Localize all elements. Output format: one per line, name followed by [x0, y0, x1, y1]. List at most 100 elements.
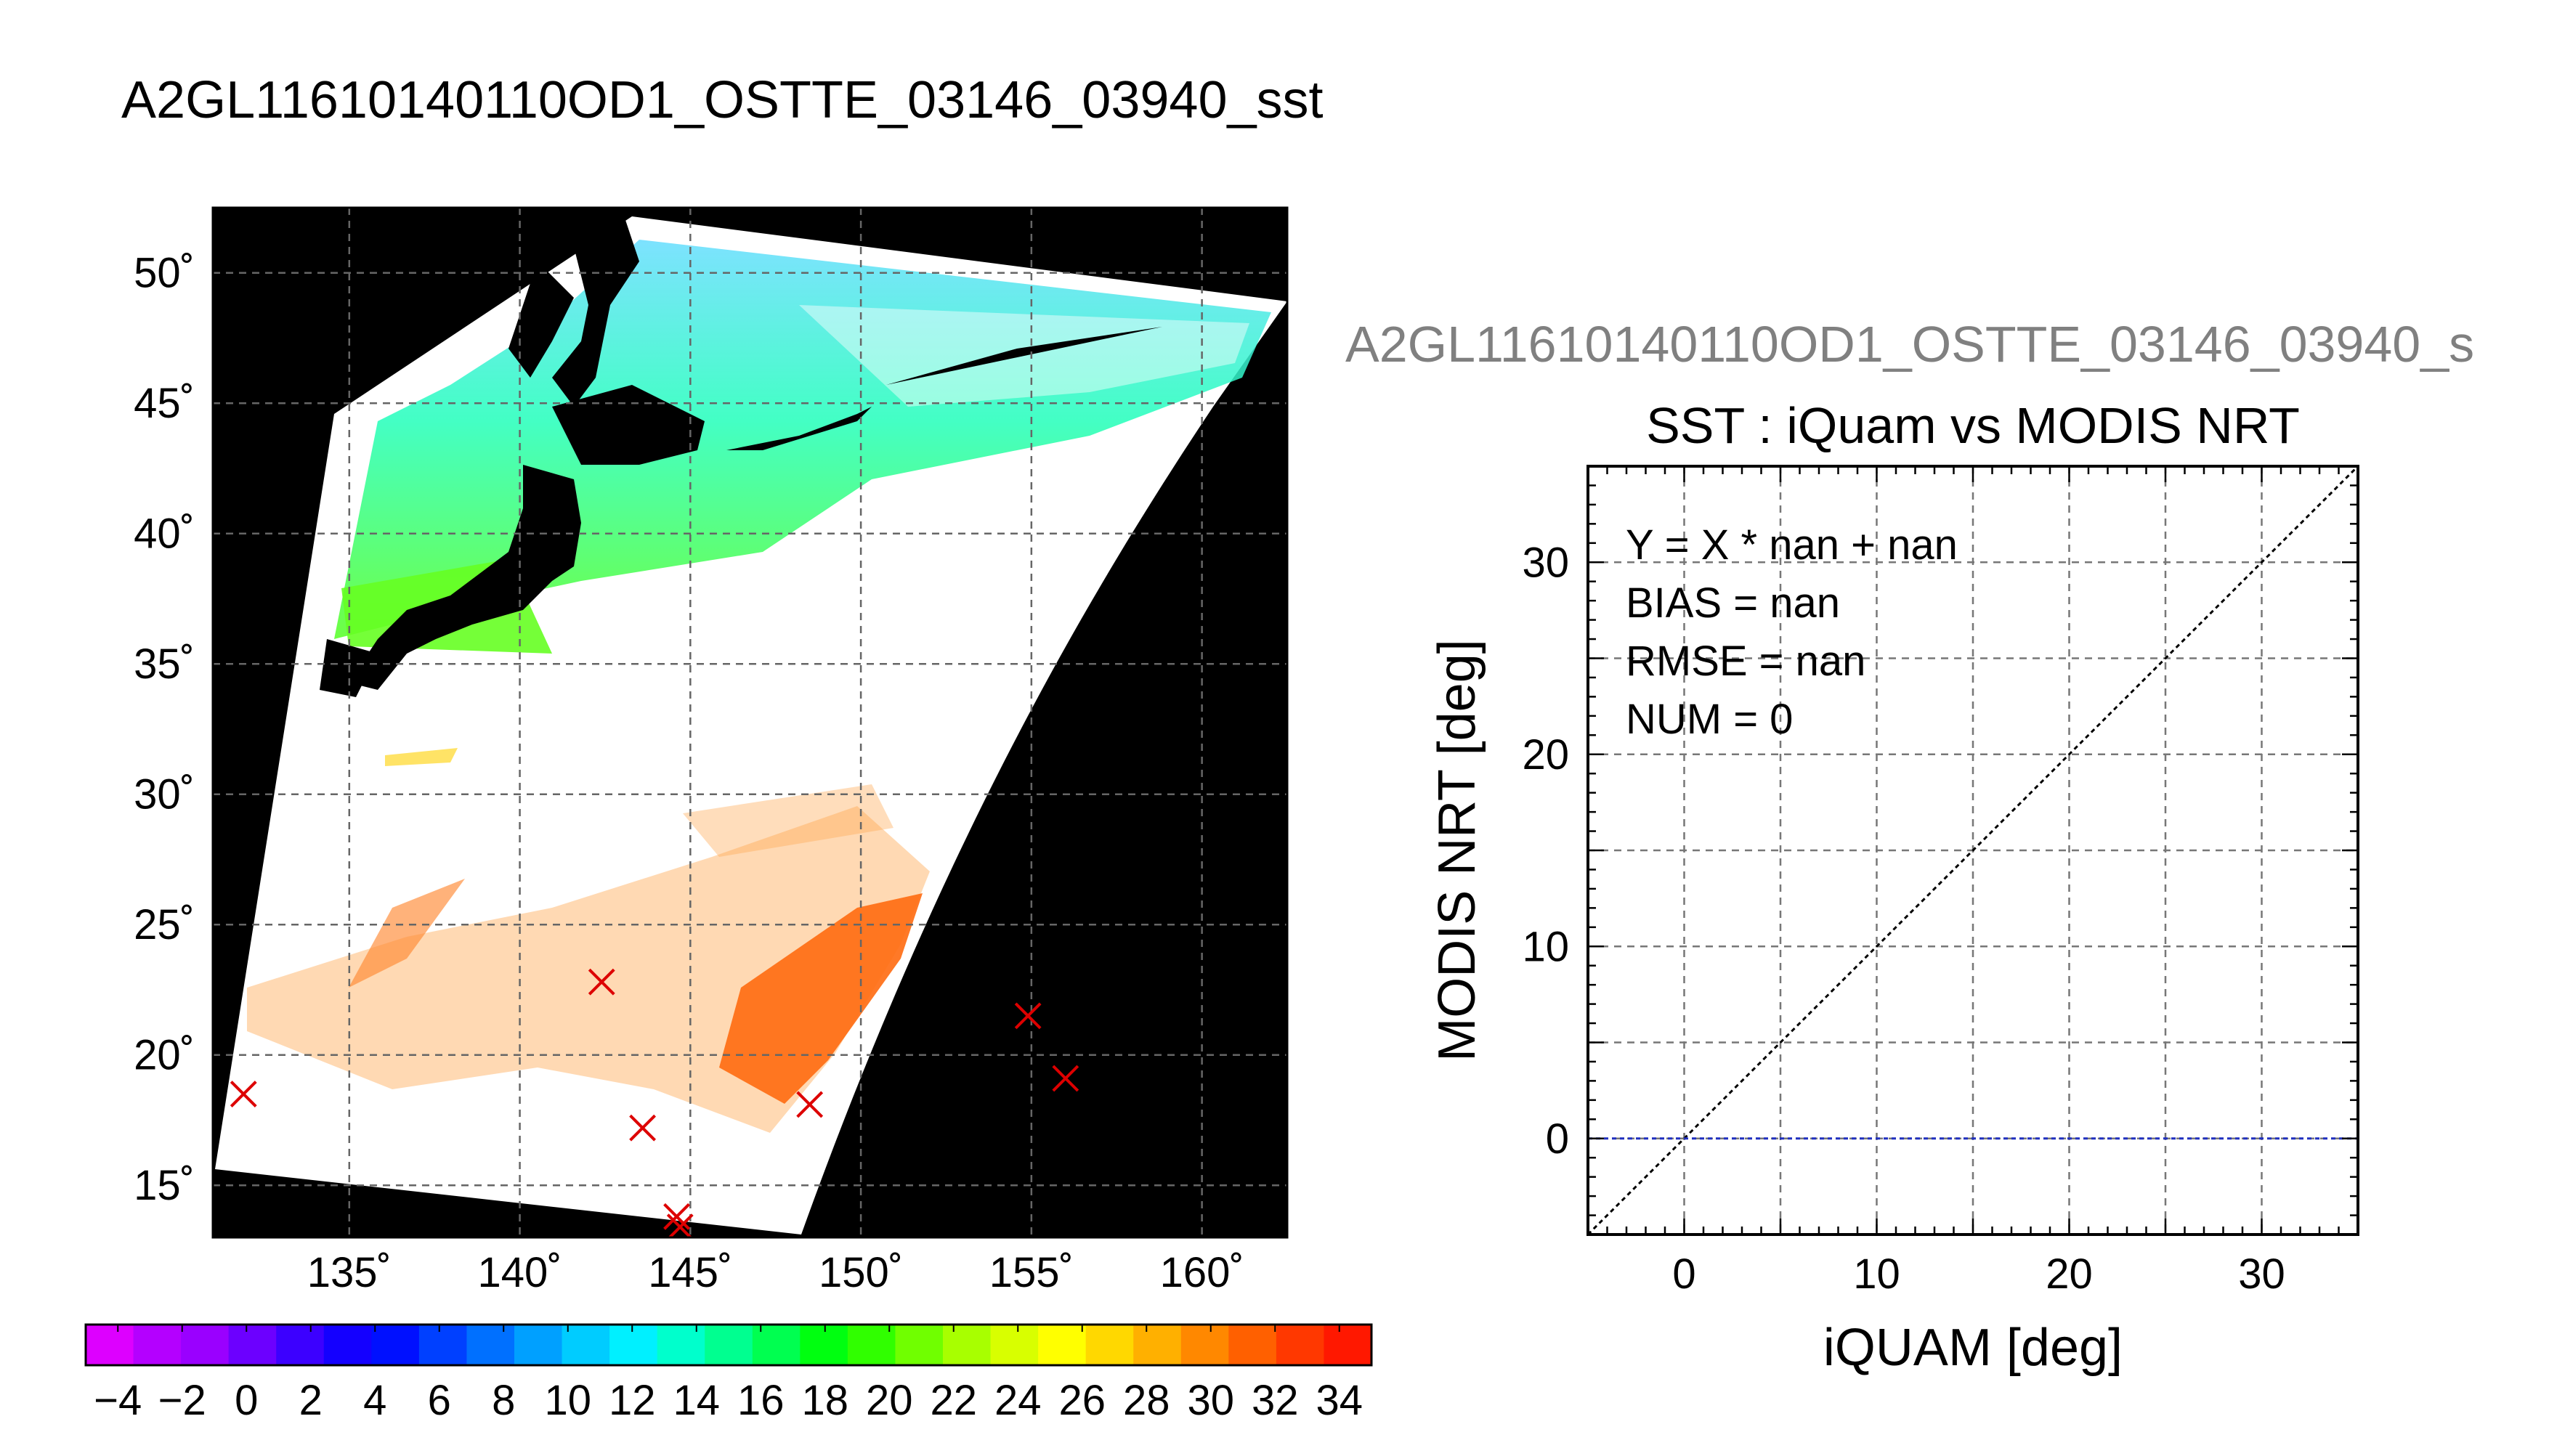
colorbar-label: 26	[1058, 1377, 1106, 1424]
colorbar-segment	[466, 1325, 515, 1365]
lat-label-45: 45˚	[134, 380, 195, 427]
colorbar-frame	[84, 1323, 1373, 1367]
colorbar-segment	[943, 1325, 992, 1365]
colorbar-segment	[1133, 1325, 1182, 1365]
land-honshu	[349, 465, 581, 690]
latitude-labels: 50˚ 45˚ 40˚ 35˚ 30˚ 25˚ 20˚ 15˚	[134, 250, 195, 1209]
x-axis-label: iQUAM [deg]	[1823, 1319, 2123, 1377]
colorbar-segment	[800, 1325, 848, 1365]
match-marker	[230, 1081, 257, 1107]
stats-box: Y = X * nan + nan BIAS = nan RMSE = nan …	[1626, 521, 1958, 743]
colorbar-label: 0	[235, 1377, 258, 1424]
y-tick-label: 0	[1546, 1115, 1569, 1163]
x-tick-label: 10	[1853, 1250, 1900, 1298]
x-tick-label: 30	[2238, 1250, 2285, 1298]
lon-label-155: 155˚	[989, 1249, 1074, 1296]
stats-bias: BIAS = nan	[1626, 579, 1840, 627]
reference-lines	[1588, 466, 2358, 1235]
lat-label-30: 30˚	[134, 771, 195, 818]
colorbar-segment	[657, 1325, 705, 1365]
colorbar-segment	[371, 1325, 420, 1365]
y-tick-labels: 0 10 20 30	[1522, 539, 1569, 1163]
match-marker	[629, 1114, 657, 1142]
one-to-one-line	[1588, 466, 2358, 1235]
match-markers	[230, 968, 1079, 1237]
colorbar-segment	[752, 1325, 801, 1365]
colorbar-segment	[1180, 1325, 1229, 1365]
colorbar-segment	[133, 1325, 182, 1365]
match-marker	[666, 1213, 694, 1237]
colorbar-label: 16	[737, 1377, 785, 1424]
y-tick-label: 10	[1522, 923, 1569, 970]
lon-label-145: 145˚	[648, 1249, 732, 1296]
colorbar-label: 10	[544, 1377, 591, 1424]
match-marker	[796, 1091, 824, 1118]
warm-haze	[683, 784, 893, 857]
colorbar-label: 32	[1252, 1377, 1299, 1424]
colorbar-segment	[86, 1325, 134, 1365]
stats-rmse: RMSE = nan	[1626, 638, 1865, 685]
x-tick-label: 20	[2046, 1250, 2093, 1298]
colorbar-label: −4	[94, 1377, 142, 1424]
y-tick-label: 20	[1522, 731, 1569, 778]
colorbar-segment	[1228, 1325, 1277, 1365]
lat-label-40: 40˚	[134, 511, 195, 558]
x-tick-label: 0	[1672, 1250, 1695, 1298]
map-grid	[213, 208, 1287, 1237]
colorbar-label: 20	[866, 1377, 913, 1424]
lat-label-50: 50˚	[134, 250, 195, 297]
colorbar-label: 22	[930, 1377, 977, 1424]
scatter-title: SST : iQuam vs MODIS NRT	[1646, 397, 2300, 454]
colorbar-segment	[276, 1325, 325, 1365]
colorbar-label: 18	[801, 1377, 848, 1424]
colorbar-segment	[181, 1325, 230, 1365]
stats-regression: Y = X * nan + nan	[1626, 521, 1958, 569]
lon-label-160: 160˚	[1160, 1249, 1244, 1296]
y-axis-label: MODIS NRT [deg]	[1428, 639, 1486, 1062]
colorbar-segment	[514, 1325, 563, 1365]
scatter-plot: 0 10 20 30 0 10 20 30	[1522, 465, 2359, 1298]
match-marker	[663, 1203, 690, 1230]
colorbar-segment	[1038, 1325, 1087, 1365]
y-tick-label: 30	[1522, 539, 1569, 586]
match-marker	[1052, 1065, 1079, 1092]
colorbar-segment	[228, 1325, 277, 1365]
colorbar-labels: −4 −2 0 2 4 6 8 10 12 14 16 18 20 22 24 26 28 30 32 34	[94, 1325, 1363, 1424]
colorbar-segment	[1276, 1325, 1325, 1365]
colorbar-segment	[705, 1325, 753, 1365]
lat-label-35: 35˚	[134, 640, 195, 688]
match-marker	[1014, 1002, 1042, 1030]
colorbar-label: 12	[609, 1377, 656, 1424]
colorbar	[84, 1323, 1373, 1367]
lon-label-150: 150˚	[819, 1249, 903, 1296]
lat-label-15: 15˚	[134, 1162, 195, 1209]
colorbar-segment	[1324, 1325, 1372, 1365]
stats-num: NUM = 0	[1626, 696, 1793, 743]
colorbar-segment	[562, 1325, 610, 1365]
lon-label-140: 140˚	[478, 1249, 562, 1296]
scatter-ticks	[1586, 465, 2359, 1236]
colorbar-segment	[847, 1325, 896, 1365]
colorbar-label: 14	[673, 1377, 720, 1424]
colorbar-label: 30	[1187, 1377, 1234, 1424]
longitude-labels: 135˚ 140˚ 145˚ 150˚ 155˚ 160˚	[307, 1249, 1244, 1296]
colorbar-label: −2	[158, 1377, 206, 1424]
colorbar-label: 34	[1316, 1377, 1363, 1424]
colorbar-label: 24	[994, 1377, 1042, 1424]
page-title: A2GL11610140110OD1_OSTTE_03146_03940_sst	[121, 71, 1324, 129]
land-sakhalin	[552, 218, 639, 407]
colorbar-segment	[323, 1325, 372, 1365]
colorbar-segment	[895, 1325, 944, 1365]
sst-map	[213, 208, 1287, 1237]
land-kurils-east	[886, 327, 1162, 385]
land-hokkaido	[552, 385, 705, 465]
land-coast	[508, 261, 574, 378]
match-marker	[588, 968, 615, 996]
colorbar-segment	[1085, 1325, 1134, 1365]
colorbar-label: 2	[299, 1377, 323, 1424]
lat-label-20: 20˚	[134, 1032, 195, 1079]
colorbar-label: 6	[428, 1377, 451, 1424]
colorbar-label: 28	[1123, 1377, 1170, 1424]
lat-label-25: 25˚	[134, 901, 195, 948]
